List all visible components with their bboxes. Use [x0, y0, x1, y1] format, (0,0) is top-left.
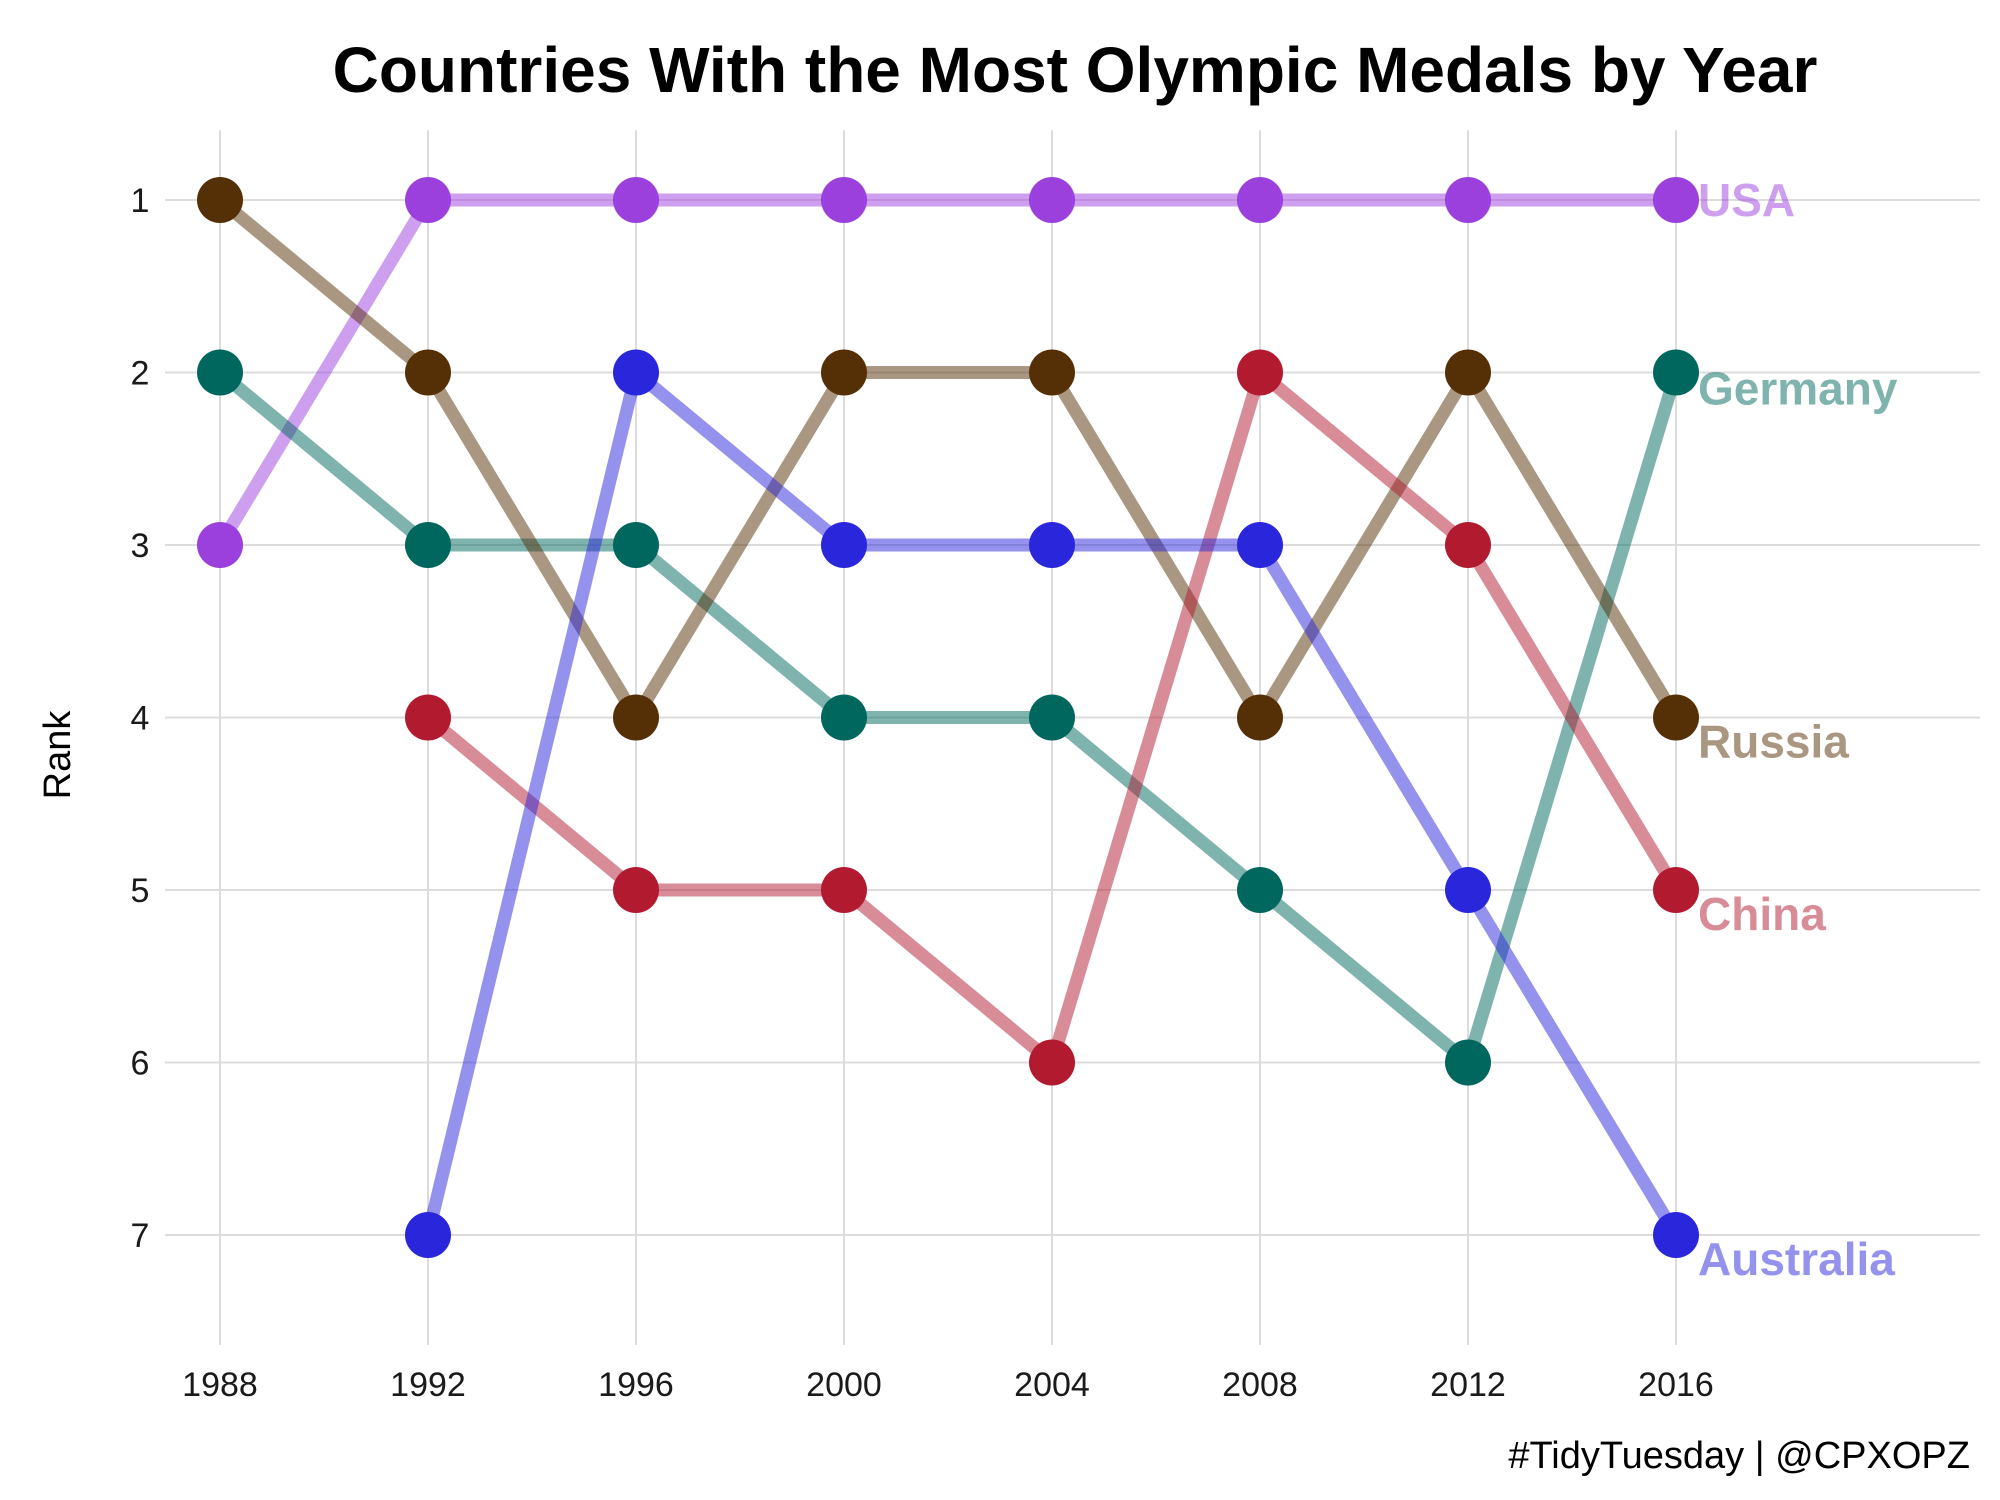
- point-usa-1992: [405, 177, 451, 223]
- point-china-2000: [821, 867, 867, 913]
- series-line-germany: [215, 367, 1683, 1069]
- point-russia-1992: [405, 349, 451, 396]
- x-tick-label-2012: 2012: [1430, 1366, 1506, 1404]
- point-russia-2012: [1445, 349, 1491, 396]
- x-tick-label-2008: 2008: [1222, 1366, 1298, 1404]
- y-tick-label-3: 3: [131, 527, 150, 565]
- point-usa-2016: [1653, 177, 1699, 223]
- series-usa: [197, 177, 1699, 568]
- point-australia-2004: [1029, 522, 1075, 568]
- series-label-germany: Germany: [1698, 363, 1898, 415]
- chart-caption: #TidyTuesday | @CPXOPZ: [1508, 1435, 1970, 1477]
- point-usa-1988: [197, 522, 243, 568]
- series-label-russia: Russia: [1698, 716, 1849, 768]
- x-tick-label-1988: 1988: [182, 1366, 258, 1404]
- point-russia-2008: [1237, 694, 1283, 741]
- y-tick-label-5: 5: [131, 872, 150, 910]
- y-tick-label-1: 1: [131, 182, 150, 220]
- point-usa-2008: [1237, 177, 1283, 223]
- point-china-2016: [1653, 867, 1699, 913]
- point-germany-1992: [405, 522, 451, 568]
- point-russia-1996: [613, 694, 659, 741]
- series-line-russia: [215, 194, 1682, 724]
- point-germany-2012: [1445, 1039, 1491, 1086]
- series-label-china: China: [1698, 888, 1826, 940]
- point-china-1992: [405, 694, 451, 741]
- point-russia-2016: [1653, 694, 1699, 741]
- point-usa-2012: [1445, 177, 1491, 223]
- y-tick-label-2: 2: [131, 355, 150, 393]
- series-label-australia: Australia: [1698, 1233, 1895, 1285]
- point-usa-1996: [613, 177, 659, 223]
- point-germany-2016: [1653, 349, 1699, 396]
- point-germany-1988: [197, 349, 243, 396]
- point-australia-2008: [1237, 522, 1283, 568]
- point-russia-1988: [197, 177, 243, 223]
- y-tick-label-7: 7: [131, 1217, 150, 1255]
- series-australia: [405, 349, 1699, 1258]
- x-tick-label-2004: 2004: [1014, 1366, 1090, 1404]
- point-australia-1996: [613, 349, 659, 396]
- point-china-2004: [1029, 1039, 1075, 1086]
- point-germany-2000: [821, 694, 867, 741]
- series-germany: [197, 349, 1699, 1086]
- point-usa-2000: [821, 177, 867, 223]
- y-tick-label-4: 4: [131, 700, 150, 738]
- y-axis-ticks: 1 2 3 4 5 6 7: [131, 182, 150, 1255]
- point-germany-1996: [613, 522, 659, 568]
- x-tick-label-1992: 1992: [390, 1366, 466, 1404]
- point-usa-2004: [1029, 177, 1075, 223]
- x-tick-label-1996: 1996: [598, 1366, 674, 1404]
- series: [197, 177, 1699, 1258]
- x-tick-label-2000: 2000: [806, 1366, 882, 1404]
- x-tick-label-2016: 2016: [1638, 1366, 1714, 1404]
- point-australia-2012: [1445, 867, 1491, 913]
- point-russia-2000: [821, 349, 867, 396]
- point-russia-2004: [1029, 349, 1075, 396]
- chart-title: Countries With the Most Olympic Medals b…: [333, 34, 1818, 106]
- point-china-2012: [1445, 522, 1491, 568]
- series-russia: [197, 177, 1699, 741]
- series-china: [405, 349, 1699, 1086]
- y-tick-label-6: 6: [131, 1045, 150, 1083]
- x-axis-ticks: 1988 1992 1996 2000 2004 2008 2012 2016: [182, 1366, 1714, 1404]
- point-australia-2000: [821, 522, 867, 568]
- y-axis-label: Rank: [37, 710, 79, 800]
- point-australia-2016: [1653, 1212, 1699, 1258]
- point-germany-2008: [1237, 867, 1283, 913]
- series-label-usa: USA: [1698, 174, 1795, 226]
- series-line-usa: [214, 193, 1676, 549]
- point-australia-1992: [405, 1212, 451, 1258]
- point-china-1996: [613, 867, 659, 913]
- series-labels: USA Germany Russia China Australia: [1698, 174, 1898, 1285]
- point-germany-2004: [1029, 694, 1075, 741]
- point-china-2008: [1237, 349, 1283, 396]
